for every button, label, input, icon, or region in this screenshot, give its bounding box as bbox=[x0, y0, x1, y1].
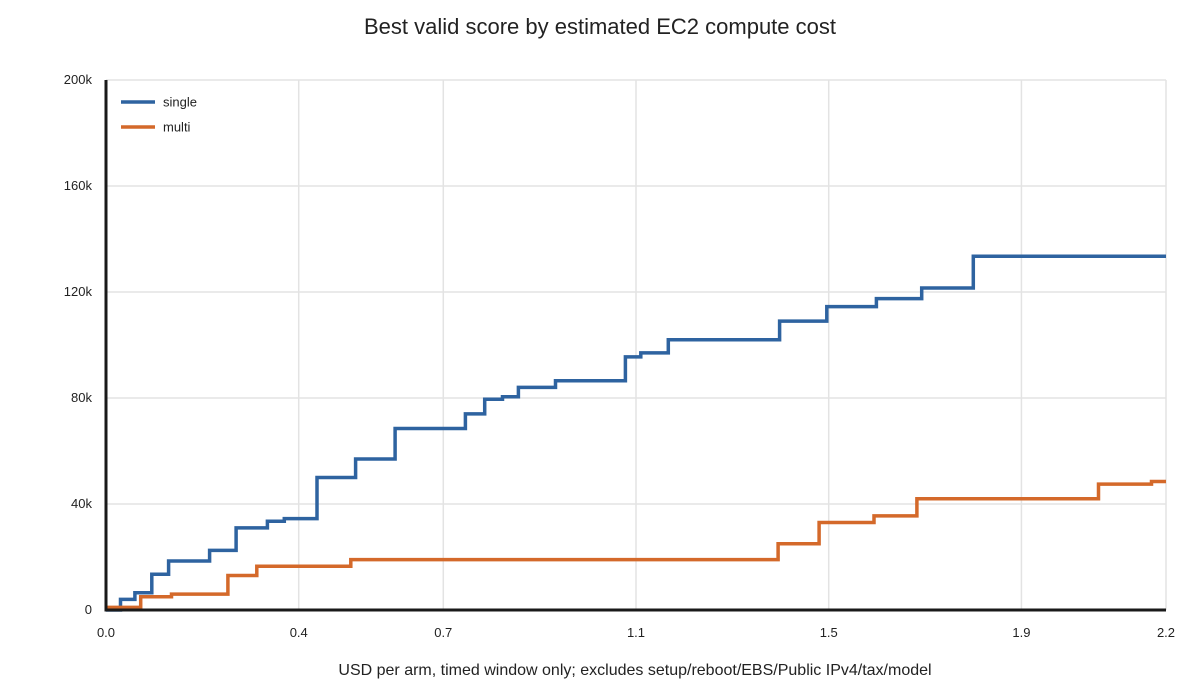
y-tick-label: 200k bbox=[64, 72, 93, 87]
y-tick-label: 40k bbox=[71, 496, 92, 511]
tick-labels: 0 40k 80k 120k 160k 200k 0.0 0.4 0.7 1.1 1.5 1.9 2.2 bbox=[64, 72, 1175, 640]
x-tick-label: 1.9 bbox=[1012, 625, 1030, 640]
chart-title: Best valid score by estimated EC2 comput… bbox=[364, 14, 836, 39]
y-tick-label: 120k bbox=[64, 284, 93, 299]
x-axis-label: USD per arm, timed window only; excludes… bbox=[338, 662, 931, 679]
series-line-multi bbox=[106, 479, 1166, 610]
legend-label: single bbox=[163, 95, 197, 110]
x-tick-label: 0.4 bbox=[290, 625, 308, 640]
axes bbox=[104, 80, 1166, 612]
y-tick-label: 160k bbox=[64, 178, 93, 193]
legend: single multi bbox=[121, 95, 197, 135]
x-tick-label: 0.0 bbox=[97, 625, 115, 640]
series-lines bbox=[106, 254, 1166, 612]
legend-item-single: single bbox=[121, 95, 197, 110]
y-tick-label: 0 bbox=[85, 602, 92, 617]
y-tick-label: 80k bbox=[71, 390, 92, 405]
x-tick-label: 1.1 bbox=[627, 625, 645, 640]
x-tick-label: 0.7 bbox=[434, 625, 452, 640]
grid bbox=[105, 79, 1167, 611]
x-tick-label: 2.2 bbox=[1157, 625, 1175, 640]
x-tick-label: 1.5 bbox=[820, 625, 838, 640]
legend-label: multi bbox=[163, 120, 191, 135]
series-line-single bbox=[106, 254, 1166, 612]
legend-item-multi: multi bbox=[121, 120, 191, 135]
